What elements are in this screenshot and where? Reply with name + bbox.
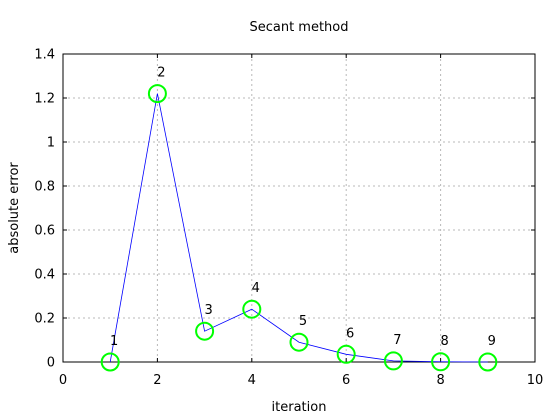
axis-layer: 0 2 4 6 8 10 0 0.2 0.4 0.6 0.8 1 1.2 1.4 <box>34 48 543 389</box>
x-tick-label: 10 <box>527 373 544 388</box>
grid-layer <box>63 54 535 362</box>
data-point-marker <box>478 352 498 372</box>
data-layer: 1 2 3 4 5 6 7 8 9 <box>100 66 498 372</box>
data-point-marker <box>195 321 215 341</box>
data-point-label: 3 <box>204 303 212 318</box>
y-tick-label: 0.8 <box>34 180 55 195</box>
x-tick-label: 6 <box>342 373 350 388</box>
data-point-label: 2 <box>157 66 165 81</box>
data-point-marker <box>289 332 309 352</box>
y-tick-label: 1.2 <box>34 92 55 107</box>
data-point-label: 4 <box>252 281 260 296</box>
data-point-marker <box>147 84 167 104</box>
plot-frame <box>62 53 536 363</box>
data-point-marker <box>100 352 120 372</box>
data-point-label: 1 <box>110 334 118 349</box>
y-tick-label: 0 <box>47 356 55 371</box>
x-tick-label: 8 <box>436 373 444 388</box>
y-tick-label: 0.4 <box>34 268 55 283</box>
x-tick-label: 2 <box>153 373 161 388</box>
data-point-marker <box>242 299 262 319</box>
y-axis-label: absolute error <box>7 162 22 254</box>
data-point-marker <box>431 352 451 372</box>
x-axis-label: iteration <box>272 400 327 415</box>
y-tick-label: 0.6 <box>34 224 55 239</box>
y-tick-label: 0.2 <box>34 312 55 327</box>
data-point-label: 5 <box>299 314 307 329</box>
y-tick-label: 1 <box>47 136 55 151</box>
x-tick-label: 4 <box>248 373 256 388</box>
data-point-label: 9 <box>488 334 496 349</box>
chart-title: Secant method <box>249 20 348 35</box>
x-tick-label: 0 <box>59 373 67 388</box>
data-point-marker <box>383 351 403 371</box>
y-tick-label: 1.4 <box>34 48 55 63</box>
data-point-label: 8 <box>440 334 448 349</box>
data-point-label: 6 <box>346 326 354 341</box>
data-point-marker <box>336 344 356 364</box>
series-line <box>109 93 488 363</box>
data-point-label: 7 <box>393 333 401 348</box>
